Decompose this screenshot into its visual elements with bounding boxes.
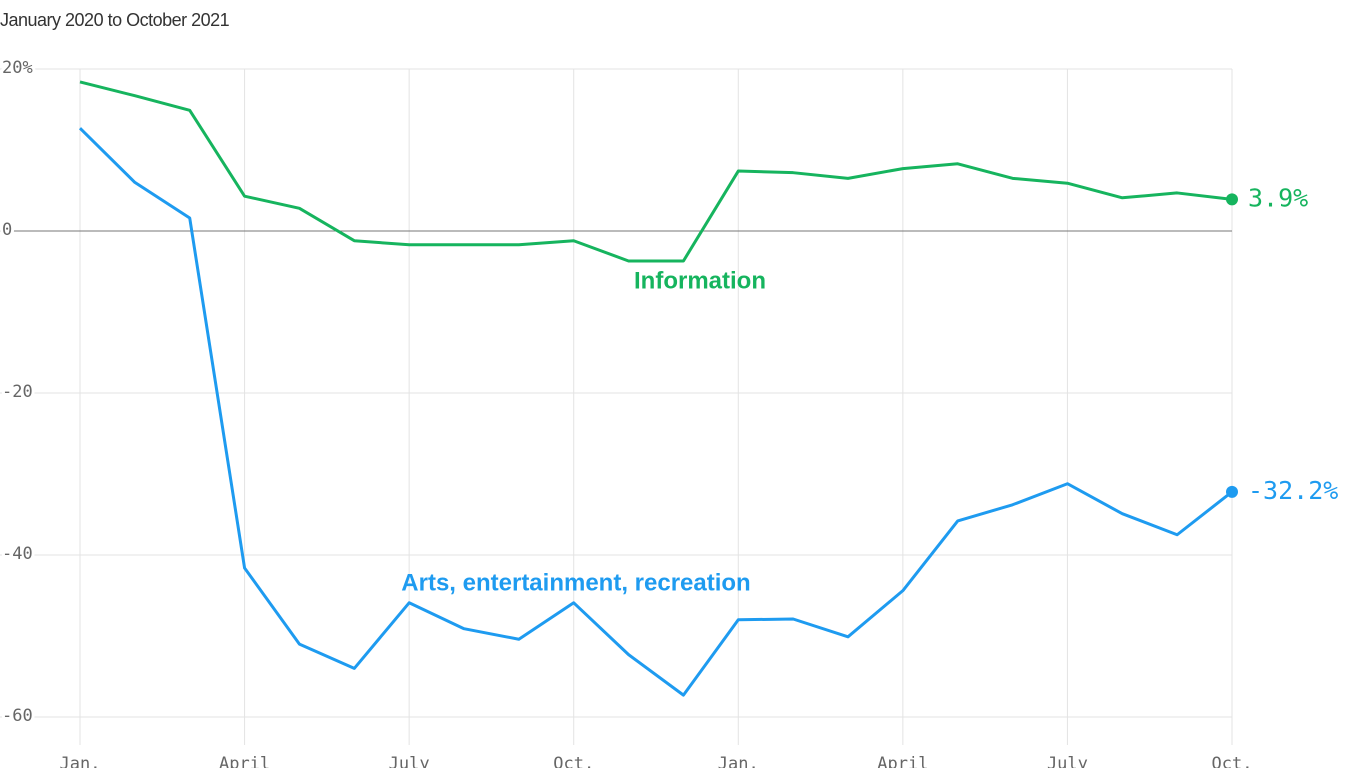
x-tick-label: Jan. [60, 754, 101, 768]
x-tick-label: April [877, 754, 928, 768]
x-tick-label: July [1047, 754, 1088, 768]
x-tick-label: Oct. [1212, 754, 1253, 768]
x-tick-label: July [389, 754, 430, 768]
series-label: Arts, entertainment, recreation [401, 569, 750, 596]
series-label: Information [634, 267, 766, 294]
y-tick-label: -40 [2, 544, 33, 564]
y-tick-label: -60 [2, 706, 33, 726]
x-tick-label: April [219, 754, 270, 768]
chart-subtitle: January 2020 to October 2021 [0, 10, 230, 30]
x-tick-label: Jan. [718, 754, 759, 768]
y-tick-label: 0 [2, 220, 12, 240]
end-point [1226, 485, 1238, 498]
value-label: -32.2% [1248, 476, 1338, 505]
y-tick-label: 20% [2, 58, 33, 78]
x-tick-label: Oct. [553, 754, 594, 768]
y-tick-label: -20 [2, 382, 33, 402]
series-line [78, 127, 1233, 697]
end-point [1226, 193, 1238, 206]
value-label: 3.9% [1248, 183, 1308, 212]
series-line [79, 80, 1233, 263]
